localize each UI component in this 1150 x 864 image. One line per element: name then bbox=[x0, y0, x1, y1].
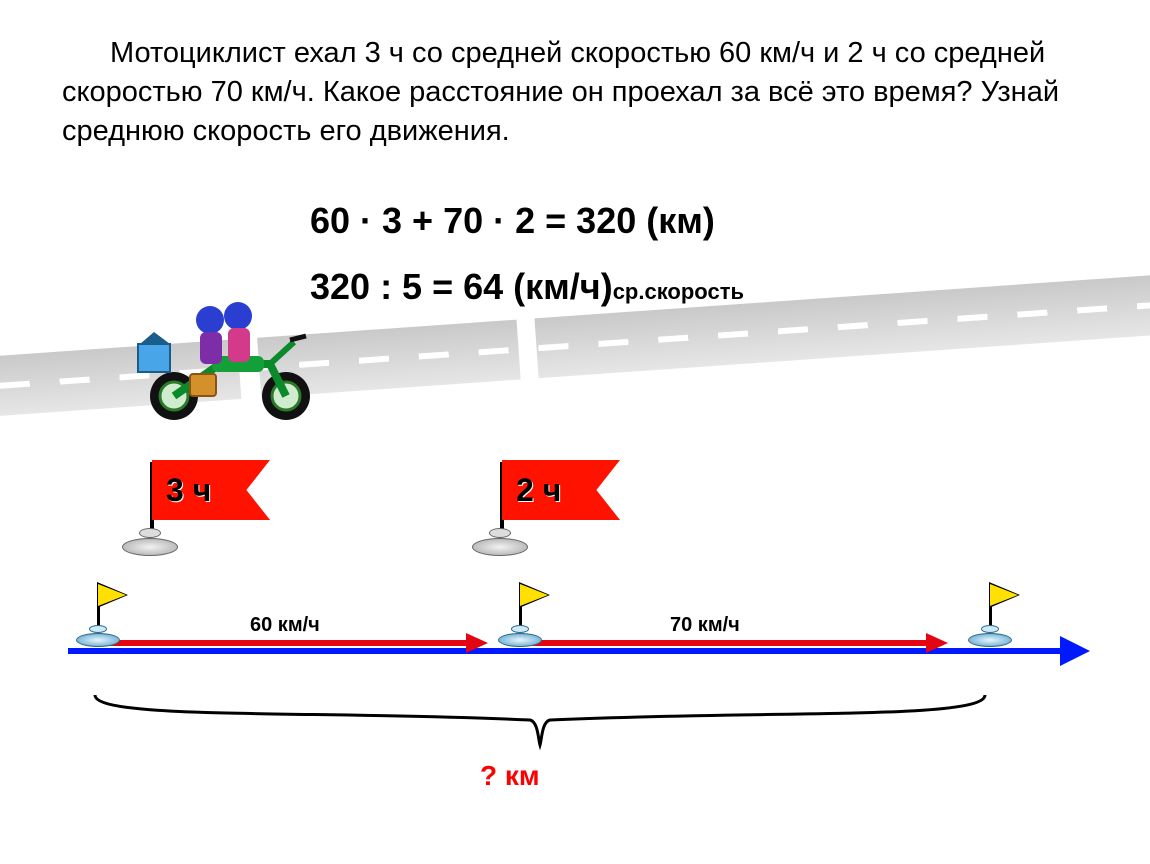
problem-text-content: Мотоциклист ехал 3 ч со средней скорость… bbox=[62, 37, 1059, 147]
calc-line-2: 320 : 5 = 64 (км/ч)ср.скорость bbox=[310, 266, 744, 308]
speed-label-1: 60 км/ч bbox=[250, 614, 320, 637]
time-flag-1: 3 ч bbox=[140, 462, 270, 556]
calc-line-1: 60 · 3 + 70 · 2 = 320 (км) bbox=[310, 200, 744, 242]
calc-line-2-main: 320 : 5 = 64 (км/ч) bbox=[310, 266, 613, 307]
problem-text: Мотоциклист ехал 3 ч со средней скорость… bbox=[62, 34, 1100, 151]
time-flag-1-label: 3 ч bbox=[166, 472, 211, 509]
speed-label-2: 70 км/ч bbox=[670, 614, 740, 637]
marker-start bbox=[68, 586, 128, 647]
number-line bbox=[68, 640, 1078, 670]
distance-brace bbox=[90, 690, 990, 750]
motorcycle-illustration bbox=[130, 284, 330, 424]
marker-mid bbox=[490, 586, 550, 647]
calc-line-2-sub: ср.скорость bbox=[613, 279, 744, 304]
time-flag-2-label: 2 ч bbox=[516, 472, 561, 509]
marker-end bbox=[960, 586, 1020, 647]
answer-label: ? км bbox=[480, 760, 540, 792]
time-flag-2: 2 ч bbox=[490, 462, 620, 556]
